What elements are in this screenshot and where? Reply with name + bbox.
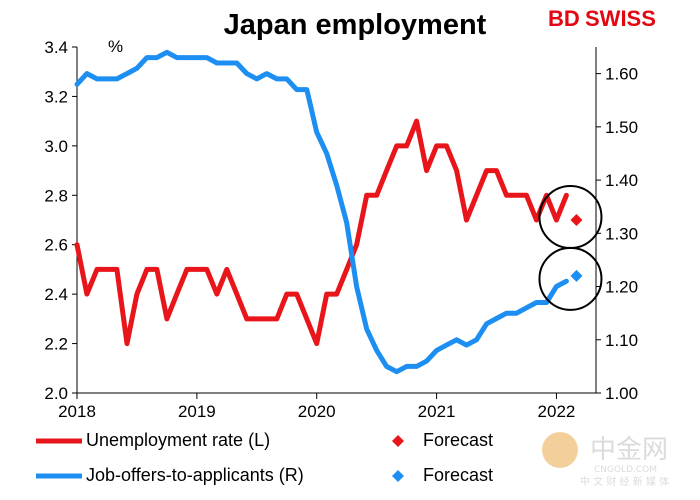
series-group (74, 49, 583, 375)
job-offers-forecast-circle (538, 246, 603, 311)
right-tick-label: 1.60 (605, 65, 638, 84)
unit-label: % (108, 37, 123, 56)
right-tick-label: 1.30 (605, 224, 638, 243)
watermark: 中金网 CNGOLD.COM 中 文 财 经 新 媒 体 (542, 432, 669, 488)
legend-forecast-swatch-jobs (392, 470, 404, 482)
watermark-url: CNGOLD.COM (594, 465, 657, 475)
right-tick-label: 1.10 (605, 331, 638, 350)
left-tick-label: 2.2 (44, 335, 68, 354)
unemployment-forecast-circle (538, 185, 603, 249)
legend-label-unemployment: Unemployment rate (L) (86, 430, 270, 450)
legend-forecast-label-jobs: Forecast (423, 465, 493, 485)
legend-forecast-label-unemployment: Forecast (423, 430, 493, 450)
job-offers-forecast-point (570, 269, 583, 282)
x-tick-label: 2019 (178, 402, 216, 421)
x-tick-label: 2022 (538, 402, 576, 421)
brand-swiss: SWISS (585, 6, 656, 31)
x-tick-label: 2018 (58, 402, 96, 421)
left-tick-label: 3.0 (44, 137, 68, 156)
left-tick-label: 2.6 (44, 236, 68, 255)
right-tick-label: 1.00 (605, 384, 638, 403)
left-tick-label: 3.2 (44, 87, 68, 106)
watermark-main: 中金网 (590, 435, 668, 465)
x-tick-label: 2021 (418, 402, 456, 421)
job-offers-line (74, 49, 569, 375)
x-tick-label: 2020 (298, 402, 336, 421)
legend-label-jobs: Job-offers-to-applicants (R) (86, 465, 304, 485)
left-tick-label: 3.4 (44, 38, 68, 57)
right-tick-label: 1.20 (605, 278, 638, 297)
watermark-sub: 中 文 财 经 新 媒 体 (580, 475, 669, 488)
watermark-logo-icon (542, 432, 578, 468)
brand-logo: BD SWISS (548, 6, 656, 31)
left-tick-label: 2.0 (44, 384, 68, 403)
right-tick-label: 1.40 (605, 171, 638, 190)
left-tick-label: 2.4 (44, 285, 68, 304)
unemployment-line (74, 118, 569, 347)
left-tick-label: 2.8 (44, 186, 68, 205)
axes-group: 2.0 2.2 2.4 2.6 2.8 3.0 3.2 3.4 1.00 1.10 1.20 1.30… (44, 38, 638, 421)
right-tick-label: 1.50 (605, 118, 638, 137)
annotations-group (538, 185, 603, 311)
chart-title: Japan employment (224, 9, 487, 41)
legend-forecast-swatch-unemployment (392, 435, 404, 447)
unemployment-forecast-point (570, 214, 583, 226)
legend-group: Unemployment rate (L) Forecast Job-offers-… (36, 430, 493, 485)
brand-bd: BD (548, 6, 580, 31)
